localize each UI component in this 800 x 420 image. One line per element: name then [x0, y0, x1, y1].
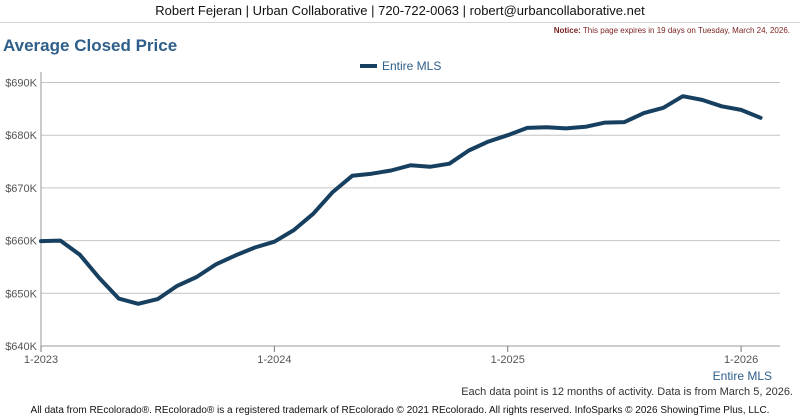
legend: Entire MLS: [360, 59, 441, 73]
y-tick-label: $650K: [5, 288, 37, 300]
contact-header: Robert Fejeran | Urban Collaborative | 7…: [0, 0, 800, 23]
series-line-entire-mls: [39, 94, 763, 306]
chart-title: Average Closed Price: [3, 36, 178, 55]
expiry-notice: Notice: This page expires in 19 days on …: [554, 26, 790, 35]
x-tick-label: 1-2023: [24, 354, 58, 366]
y-tick-label: $680K: [5, 130, 37, 142]
axes: $640K $650K $660K $670K $680K $690K 1-2023 1-20…: [5, 72, 772, 383]
y-tick-label: $640K: [5, 341, 37, 353]
copyright-text: All data from REcolorado®. REcolorado® i…: [30, 405, 770, 416]
notice-text: This page expires in 19 days on Tuesday,…: [582, 26, 790, 35]
y-tick-label: $670K: [5, 183, 37, 195]
x-tick-label: 1-2024: [257, 354, 291, 366]
x-axis-title: Entire MLS: [713, 369, 772, 383]
y-tick-label: $690K: [5, 78, 37, 90]
data-footnote: Each data point is 12 months of activity…: [461, 386, 793, 398]
x-tick-label: 1-2025: [491, 354, 525, 366]
grid-lines: [41, 82, 780, 347]
legend-label: Entire MLS: [382, 59, 441, 73]
x-tick-label: 1-2026: [724, 354, 758, 366]
series-lines: [39, 94, 763, 306]
notice-label: Notice:: [553, 26, 581, 35]
y-tick-label: $660K: [5, 236, 37, 248]
